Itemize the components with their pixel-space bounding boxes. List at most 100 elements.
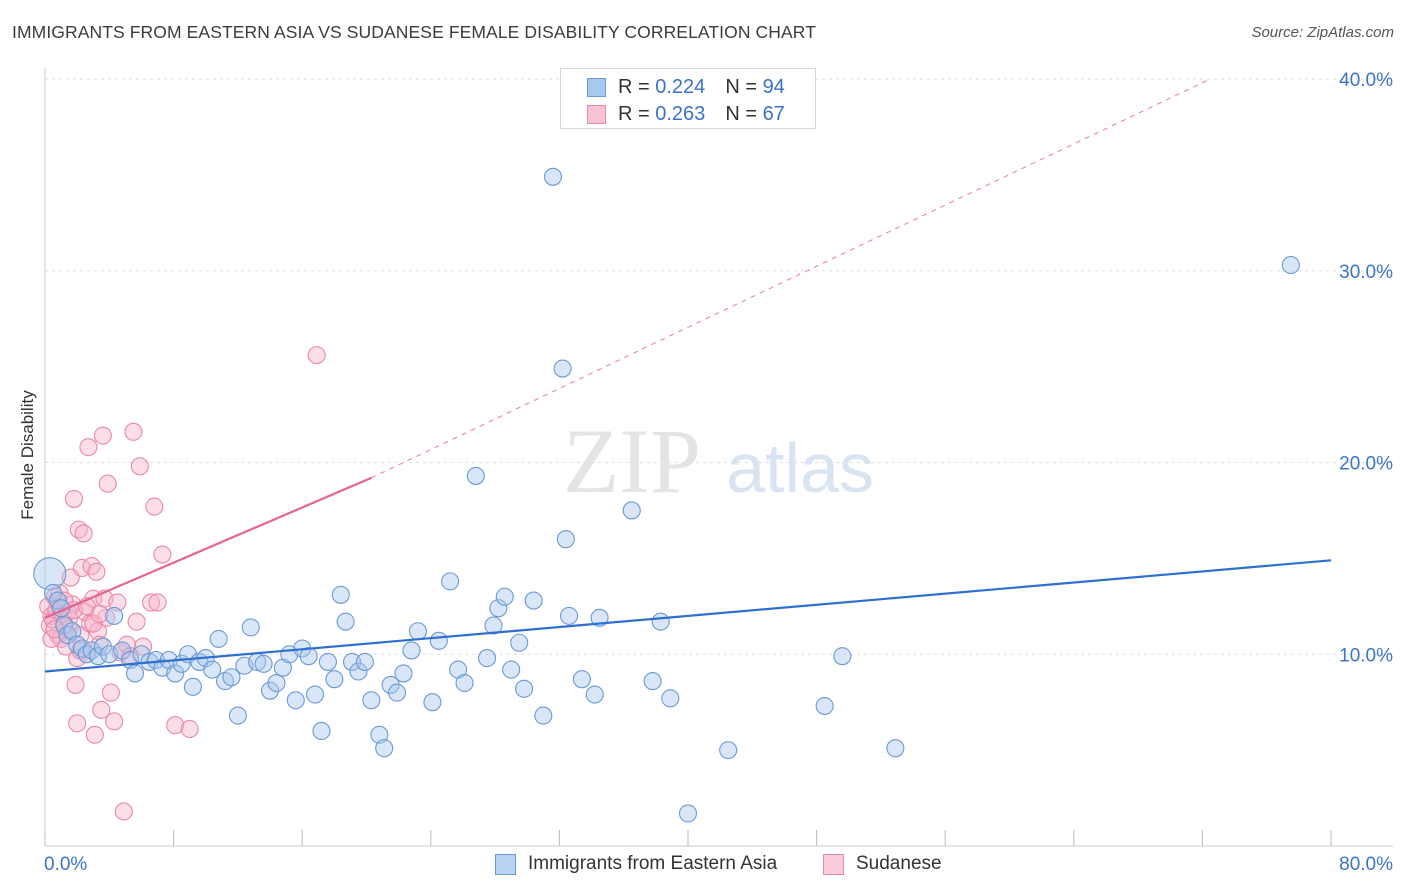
- sudanese-point: [145, 497, 164, 516]
- legend-n-value: 94: [762, 75, 785, 98]
- eastern-asia-point: [267, 673, 286, 693]
- eastern-asia-point: [502, 660, 521, 679]
- sudanese-point: [117, 635, 137, 654]
- axes: [44, 68, 1393, 847]
- legend-n-label: N =: [725, 75, 763, 98]
- trend-lines: [44, 78, 1332, 673]
- watermark-atlas: atlas: [726, 429, 874, 507]
- legend-swatch-pink: [587, 104, 606, 124]
- sudanese-point: [98, 474, 117, 493]
- legend-label: Sudanese: [856, 853, 942, 874]
- eastern-asia-point: [260, 681, 280, 700]
- eastern-asia-point: [33, 557, 67, 591]
- eastern-asia-point: [325, 670, 344, 689]
- eastern-asia-point: [362, 691, 381, 710]
- eastern-asia-point: [423, 693, 442, 712]
- eastern-asia-point: [678, 804, 698, 823]
- sudanese-point: [92, 700, 111, 719]
- eastern-asia-point: [402, 641, 421, 660]
- eastern-asia-point: [318, 652, 337, 671]
- eastern-asia-point: [484, 616, 503, 635]
- correlation-legend: R = 0.224 N = 94 R = 0.263 N = 67: [560, 68, 816, 129]
- sudanese-point: [82, 556, 101, 576]
- eastern-asia-point: [408, 622, 427, 641]
- y-tick-label: 10.0%: [1339, 645, 1393, 666]
- sudanese-point: [124, 422, 143, 441]
- eastern-asia-point: [125, 664, 145, 683]
- eastern-asia-point: [455, 673, 474, 693]
- eastern-asia-point: [166, 664, 185, 683]
- sudanese-points: [39, 346, 326, 821]
- eastern-asia-point: [556, 530, 575, 549]
- sudanese-point: [142, 593, 161, 612]
- eastern-asia-point: [88, 647, 108, 666]
- legend-r-label: R =: [618, 75, 656, 98]
- legend-swatch-pink: [823, 853, 844, 875]
- eastern-asia-point: [146, 650, 165, 670]
- sudanese-point: [180, 719, 199, 739]
- eastern-asia-point: [466, 466, 485, 485]
- sudanese-point: [108, 593, 127, 612]
- sudanese-trend-extension: [371, 78, 1211, 479]
- eastern-asia-point: [534, 706, 553, 725]
- legend-swatch-blue: [495, 853, 516, 875]
- eastern-asia-point: [370, 725, 389, 744]
- sudanese-point: [153, 545, 172, 564]
- eastern-asia-point: [394, 664, 413, 683]
- eastern-asia-point: [886, 739, 905, 758]
- eastern-asia-point: [93, 637, 112, 656]
- eastern-asia-point: [815, 696, 834, 716]
- eastern-asia-point: [719, 741, 738, 760]
- eastern-asia-point: [833, 647, 852, 666]
- source-credit: Source: ZipAtlas.com: [1251, 24, 1394, 41]
- eastern-asia-point: [543, 167, 563, 186]
- sudanese-point: [64, 489, 83, 508]
- eastern-asia-point: [1281, 255, 1300, 275]
- sudanese-point: [166, 716, 185, 735]
- sudanese-point: [105, 712, 124, 731]
- sudanese-point: [148, 593, 167, 612]
- eastern-asia-points: [33, 167, 1300, 823]
- eastern-asia-point: [203, 660, 222, 679]
- eastern-asia-point: [478, 649, 497, 668]
- eastern-asia-point: [514, 679, 534, 698]
- sudanese-point: [66, 675, 85, 694]
- eastern-asia-point: [510, 633, 529, 652]
- sudanese-point: [127, 612, 146, 631]
- eastern-asia-point: [429, 631, 448, 650]
- legend-item-sudanese: Sudanese: [823, 851, 942, 877]
- eastern-asia-point: [651, 612, 670, 631]
- eastern-asia-point: [241, 618, 260, 637]
- chart-title: IMMIGRANTS FROM EASTERN ASIA VS SUDANESE…: [12, 22, 817, 42]
- eastern-asia-point: [105, 606, 124, 625]
- eastern-asia-point: [495, 587, 514, 606]
- gridlines: [45, 78, 1393, 655]
- eastern-asia-point: [643, 672, 662, 691]
- eastern-asia-point: [585, 685, 604, 704]
- eastern-asia-point: [254, 654, 273, 673]
- x-tick-label: 0.0%: [44, 854, 87, 875]
- legend-swatch-blue: [587, 77, 606, 97]
- sudanese-point: [114, 802, 133, 821]
- eastern-asia-point: [489, 599, 508, 618]
- sudanese-trend-line: [44, 476, 372, 619]
- sudanese-point: [74, 524, 93, 543]
- legend-r-label: R =: [618, 102, 656, 125]
- legend-n-value: 67: [762, 102, 785, 125]
- eastern-asia-point: [331, 585, 350, 604]
- sudanese-point: [84, 614, 103, 633]
- legend-r-value: 0.224: [655, 75, 706, 98]
- eastern-asia-point: [306, 685, 325, 704]
- sudanese-point: [87, 562, 106, 581]
- legend-row-sudanese: R = 0.263 N = 67: [587, 102, 785, 126]
- y-tick-label: 30.0%: [1339, 262, 1393, 283]
- sudanese-point: [85, 725, 104, 744]
- eastern-asia-point: [375, 739, 394, 758]
- y-tick-label: 40.0%: [1339, 70, 1393, 91]
- eastern-asia-point: [553, 359, 572, 378]
- sudanese-point: [68, 714, 87, 733]
- sudanese-point: [93, 426, 112, 445]
- eastern-asia-point: [355, 652, 374, 671]
- eastern-asia-point: [222, 668, 241, 687]
